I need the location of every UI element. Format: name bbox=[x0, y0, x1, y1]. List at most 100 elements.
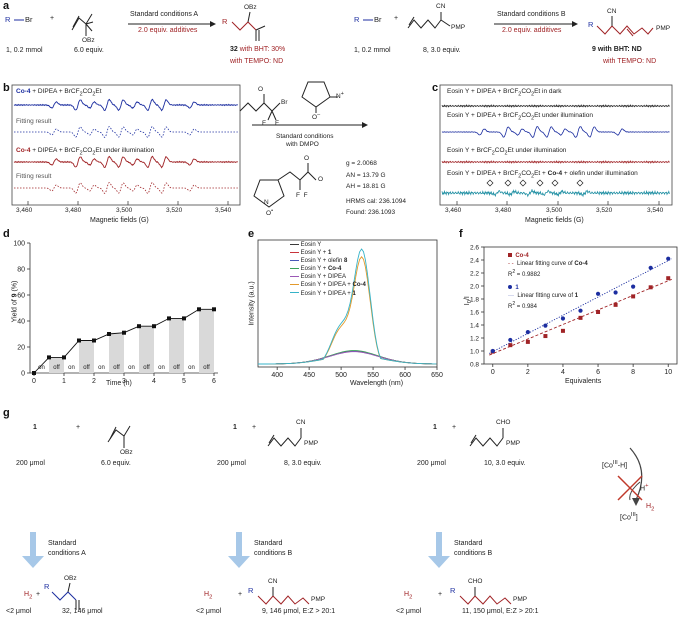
d-off-bar bbox=[109, 332, 124, 373]
e-xtick-label: 500 bbox=[335, 372, 347, 379]
f-point-1 bbox=[560, 316, 566, 321]
c-legend-2: Eosin Y + DIPEA + BrCF2CO2Et under illum… bbox=[447, 112, 593, 122]
ester-chain bbox=[239, 102, 281, 112]
adduct-o: O• bbox=[266, 208, 273, 218]
f-xlabel: Equivalents bbox=[565, 378, 602, 385]
b-tick-4: 3,520 bbox=[166, 207, 183, 214]
b-an-value: AN = 13.79 G bbox=[346, 172, 386, 179]
e-legend-2: Eosin Y + olefin 8 bbox=[290, 257, 366, 265]
c-tick-2: 3,480 bbox=[495, 207, 512, 214]
g-plus-pc: + bbox=[438, 591, 443, 598]
f-xtick-label: 6 bbox=[596, 369, 600, 376]
g-sub10-double bbox=[470, 434, 477, 444]
d-light-state: off bbox=[203, 365, 210, 371]
b-fit-dark bbox=[14, 126, 238, 138]
olefin-methyl-2 bbox=[85, 21, 94, 25]
d-ytick-label: 60 bbox=[17, 293, 25, 300]
g-obz-32: OBz bbox=[64, 575, 77, 582]
f-legend-co4-fit: - - Linear fitting curve of Co-4 bbox=[508, 261, 588, 268]
f-point-1 bbox=[613, 290, 618, 295]
f-point-1 bbox=[543, 323, 548, 328]
d-ytick-label: 80 bbox=[17, 267, 25, 274]
g-coh: [CoIII-H] bbox=[602, 460, 628, 470]
e-legend-0: Eosin Y bbox=[290, 241, 366, 249]
f-ytick-label: 1.0 bbox=[470, 349, 479, 356]
panel-f-sternvolmer-chart: 0.8 1.0 1.2 1.4 1.6 1.8 2.0 2.2 2.4 2.6 0 2 4 6 8 10 bbox=[470, 245, 678, 376]
ester-f2: F bbox=[275, 120, 279, 127]
a-sub8-amount: 8, 3.0 equiv. bbox=[423, 47, 461, 54]
e-legend-3: Eosin Y + Co-4 bbox=[290, 265, 366, 273]
e-legend: Eosin Y Eosin Y + 1 Eosin Y + olefin 8 E… bbox=[290, 241, 366, 298]
f-ytick-label: 0.8 bbox=[470, 362, 479, 369]
b-arrow-head bbox=[362, 122, 368, 128]
a-olefin-amount: 6.0 equiv. bbox=[74, 47, 104, 54]
g-sub10 bbox=[469, 437, 504, 447]
e-xtick-label: 650 bbox=[431, 372, 443, 379]
g-p32-o bbox=[67, 582, 71, 593]
c-tick-1: 3,460 bbox=[445, 207, 462, 214]
f-point-1 bbox=[631, 284, 636, 289]
a-cond-b: Standard conditions B bbox=[497, 11, 566, 18]
c-legend-4: Eosin Y + DIPEA + BrCF2CO2Et + Co-4 + ol… bbox=[447, 170, 638, 180]
g-hplus: H+ bbox=[640, 483, 649, 493]
adduct-n: N bbox=[264, 199, 269, 206]
f-point-1 bbox=[490, 348, 495, 354]
g-lt2-c: <2 μmol bbox=[396, 608, 422, 615]
panel-e-label: e bbox=[248, 228, 255, 240]
b-cond: Standard conditions bbox=[276, 133, 334, 140]
d-off-bar bbox=[169, 318, 184, 373]
f-xtick-label: 2 bbox=[526, 369, 530, 376]
b-xlabel: Magnetic fields (G) bbox=[90, 217, 149, 224]
f-xtick-label: 10 bbox=[664, 369, 672, 376]
b-fit-light bbox=[14, 182, 238, 194]
d-off-bar bbox=[199, 309, 214, 373]
e-legend-6: Eosin Y + DIPEA + 1 bbox=[290, 290, 366, 298]
f-point-co4 bbox=[508, 343, 513, 348]
f-legend-co4-text: Co-4 bbox=[515, 253, 529, 259]
d-point bbox=[92, 338, 96, 343]
d-point bbox=[47, 355, 51, 360]
olefin-double-bond bbox=[72, 15, 80, 28]
e-frame bbox=[257, 239, 438, 368]
c-diamond-markers bbox=[486, 179, 584, 187]
f-point-co4 bbox=[578, 315, 583, 320]
b-frame bbox=[11, 84, 241, 206]
prod32-chain bbox=[231, 21, 257, 31]
e-legend-text-4: Eosin Y + DIPEA bbox=[300, 274, 346, 281]
a-r-9: R bbox=[588, 20, 594, 29]
g-coiii: [CoIII] bbox=[620, 512, 638, 522]
d-ytick-label: 40 bbox=[17, 319, 25, 326]
d-off-bar bbox=[139, 326, 154, 373]
a-cond-a: Standard conditions A bbox=[130, 11, 199, 18]
b-ticks bbox=[27, 201, 229, 205]
g-h2-a: H2 bbox=[24, 591, 33, 601]
ester-br: Br bbox=[281, 99, 288, 106]
d-point bbox=[197, 307, 201, 312]
g-obz-a: OBz bbox=[120, 449, 133, 456]
d-xtick-label: 6 bbox=[212, 378, 216, 385]
sub8-chain bbox=[407, 19, 442, 29]
f-point-1 bbox=[508, 337, 513, 343]
g-lt2-b: <2 μmol bbox=[196, 608, 222, 615]
f-legend-1: 1 bbox=[508, 284, 588, 292]
b-hrms: HRMS cal: 236.1094 bbox=[346, 198, 406, 205]
f-point-co4 bbox=[543, 334, 548, 339]
d-off-bar bbox=[79, 340, 94, 373]
g-one-c: 1 bbox=[433, 424, 437, 431]
d-xtick-label: 1 bbox=[62, 378, 66, 385]
f-point-co4 bbox=[631, 294, 636, 299]
d-point bbox=[62, 355, 66, 360]
b-with-dmpo: with DMPO bbox=[286, 141, 319, 148]
e-legend-1: Eosin Y + 1 bbox=[290, 249, 366, 257]
g-p32: 32, 146 μmol bbox=[62, 608, 103, 615]
d-light-state: off bbox=[173, 365, 180, 371]
g-pmp-9: PMP bbox=[311, 596, 326, 603]
f-point-1 bbox=[666, 256, 671, 261]
a-r1b: R bbox=[354, 15, 360, 24]
d-point bbox=[137, 324, 141, 329]
g-plus-pa: + bbox=[36, 591, 41, 598]
d-light-state: on bbox=[98, 365, 105, 371]
d-off-bar bbox=[49, 357, 64, 373]
sub8-pmp-bond bbox=[440, 19, 451, 27]
g-p32-chain bbox=[51, 591, 77, 601]
